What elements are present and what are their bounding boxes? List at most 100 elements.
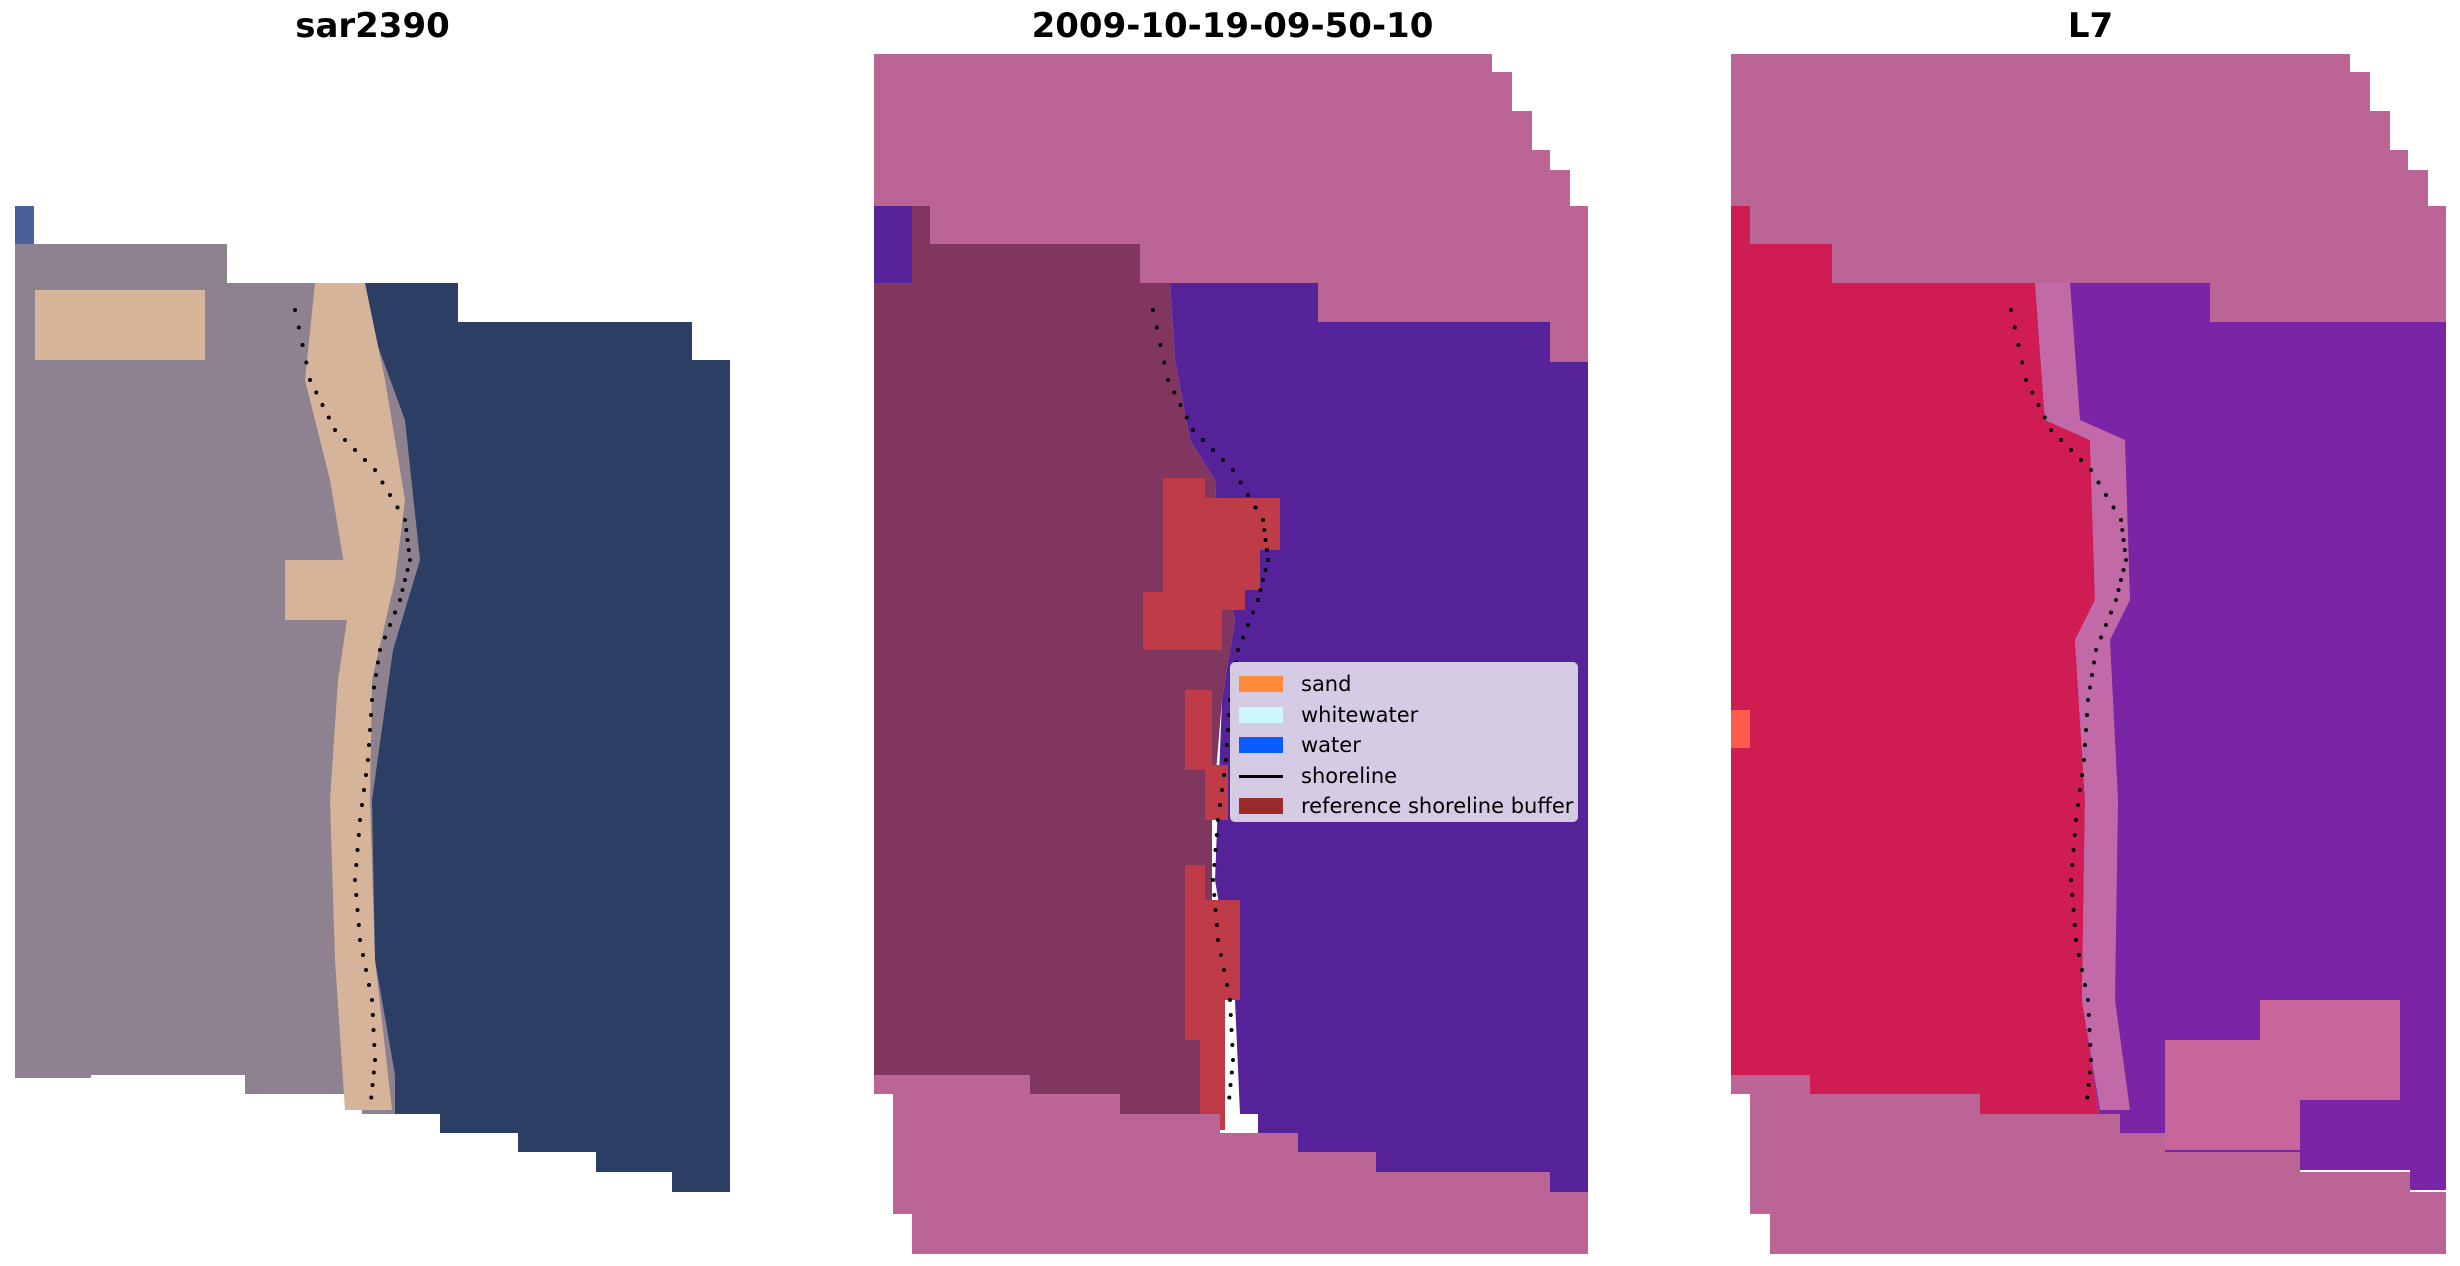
shoreline-point bbox=[370, 698, 374, 702]
shoreline-point bbox=[2088, 1043, 2093, 1047]
shoreline-point bbox=[2074, 818, 2078, 822]
shoreline-point bbox=[378, 648, 382, 652]
legend-swatch-whitewater bbox=[1239, 706, 1283, 723]
shoreline-point bbox=[2012, 325, 2017, 330]
ndwi-light-patch bbox=[2165, 1000, 2400, 1150]
shoreline-point bbox=[1166, 378, 1170, 382]
shoreline-point bbox=[360, 803, 364, 807]
legend-label: water bbox=[1301, 733, 1361, 758]
shoreline-point bbox=[2122, 548, 2127, 552]
shoreline-point bbox=[2078, 788, 2082, 792]
legend-item-water: water bbox=[1239, 730, 1577, 761]
shoreline-point bbox=[2092, 660, 2096, 665]
classification-nodata-top bbox=[874, 54, 1588, 362]
shoreline-point bbox=[1229, 1070, 1234, 1075]
shoreline-point bbox=[2080, 968, 2084, 972]
shoreline-point bbox=[2076, 803, 2080, 807]
shoreline-point bbox=[408, 558, 412, 562]
shoreline-point bbox=[1263, 538, 1268, 542]
shoreline-point bbox=[400, 588, 405, 592]
shoreline-point bbox=[2119, 578, 2123, 582]
shoreline-point bbox=[2087, 1070, 2092, 1075]
shoreline-point bbox=[2121, 538, 2126, 542]
shoreline-point bbox=[1151, 308, 1155, 312]
shoreline-point bbox=[300, 343, 305, 347]
legend-item-sand: sand bbox=[1239, 669, 1577, 700]
shoreline-point bbox=[1216, 938, 1220, 942]
shoreline-point bbox=[1211, 448, 1215, 452]
shoreline-point bbox=[2083, 983, 2087, 987]
classification-land bbox=[874, 206, 1235, 1120]
shoreline-point bbox=[356, 923, 361, 927]
shoreline-point bbox=[380, 480, 385, 485]
shoreline-point bbox=[405, 538, 410, 542]
shoreline-point bbox=[1201, 438, 1205, 442]
shoreline-point bbox=[1212, 863, 1217, 867]
shoreline-point bbox=[2114, 598, 2118, 602]
shoreline-point bbox=[2016, 343, 2021, 347]
shoreline-point bbox=[358, 938, 362, 942]
rgb-sand-patch bbox=[35, 290, 205, 360]
shoreline-point bbox=[370, 1013, 375, 1017]
shoreline-point bbox=[1222, 968, 1226, 972]
shoreline-point bbox=[2030, 390, 2035, 395]
shoreline-point bbox=[1236, 648, 1240, 652]
shoreline-point bbox=[308, 378, 312, 382]
shoreline-point bbox=[2070, 863, 2075, 867]
shoreline-point bbox=[383, 635, 387, 640]
shoreline-point bbox=[1251, 610, 1255, 615]
shoreline-point bbox=[2070, 893, 2075, 897]
shoreline-point bbox=[2089, 468, 2093, 472]
shoreline-point bbox=[1231, 1058, 1235, 1062]
shoreline-point bbox=[1216, 818, 1220, 822]
shoreline-point bbox=[2088, 685, 2092, 690]
shoreline-point bbox=[1178, 403, 1183, 407]
shoreline-point bbox=[395, 505, 400, 510]
shoreline-point bbox=[376, 660, 380, 665]
shoreline-point bbox=[293, 308, 297, 312]
shoreline-point bbox=[1172, 390, 1177, 395]
shoreline-point bbox=[353, 878, 357, 882]
shoreline-point bbox=[1258, 588, 1263, 592]
shoreline-point bbox=[371, 1070, 376, 1075]
legend-label: whitewater bbox=[1301, 702, 1419, 727]
shoreline-point bbox=[367, 983, 371, 987]
shoreline-point bbox=[2111, 505, 2116, 510]
shoreline-point bbox=[370, 998, 374, 1002]
shoreline-point bbox=[1261, 518, 1265, 522]
shoreline-point bbox=[1246, 623, 1250, 627]
shoreline-point bbox=[367, 743, 371, 747]
legend-label: sand bbox=[1301, 672, 1352, 697]
shoreline-point bbox=[1214, 923, 1219, 927]
shoreline-point bbox=[2086, 698, 2090, 702]
legend: sand whitewater water shoreline referenc… bbox=[1230, 662, 1578, 822]
shoreline-point bbox=[2096, 480, 2101, 485]
classification-buffer bbox=[1185, 690, 1228, 820]
shoreline-point bbox=[370, 1083, 375, 1087]
shoreline-point bbox=[2049, 428, 2053, 432]
shoreline-point bbox=[2089, 1058, 2093, 1062]
legend-item-whitewater: whitewater bbox=[1239, 700, 1577, 731]
shoreline-point bbox=[2082, 758, 2086, 762]
ndwi-transition-strip bbox=[2035, 283, 2130, 1110]
shoreline-point bbox=[1211, 878, 1215, 882]
shoreline-point bbox=[2072, 833, 2077, 837]
legend-label: shoreline bbox=[1301, 763, 1398, 788]
shoreline-point bbox=[2085, 1095, 2090, 1100]
shoreline-point bbox=[2094, 648, 2098, 652]
shoreline-point bbox=[354, 893, 359, 897]
shoreline-point bbox=[2109, 610, 2113, 615]
shoreline-point bbox=[2104, 623, 2108, 627]
shoreline-point bbox=[404, 528, 409, 532]
ndwi-water bbox=[2035, 283, 2446, 1190]
shoreline-point bbox=[1264, 548, 1269, 552]
shoreline-point bbox=[372, 1043, 377, 1047]
classification-buffer bbox=[1143, 478, 1280, 650]
ndwi-nodata-top bbox=[1731, 54, 2446, 322]
classification-image bbox=[874, 54, 1588, 1254]
shoreline-point bbox=[1241, 635, 1245, 640]
shoreline-point bbox=[296, 325, 301, 330]
shoreline-point bbox=[403, 518, 407, 522]
shoreline-point bbox=[2069, 448, 2073, 452]
shoreline-point bbox=[358, 818, 362, 822]
